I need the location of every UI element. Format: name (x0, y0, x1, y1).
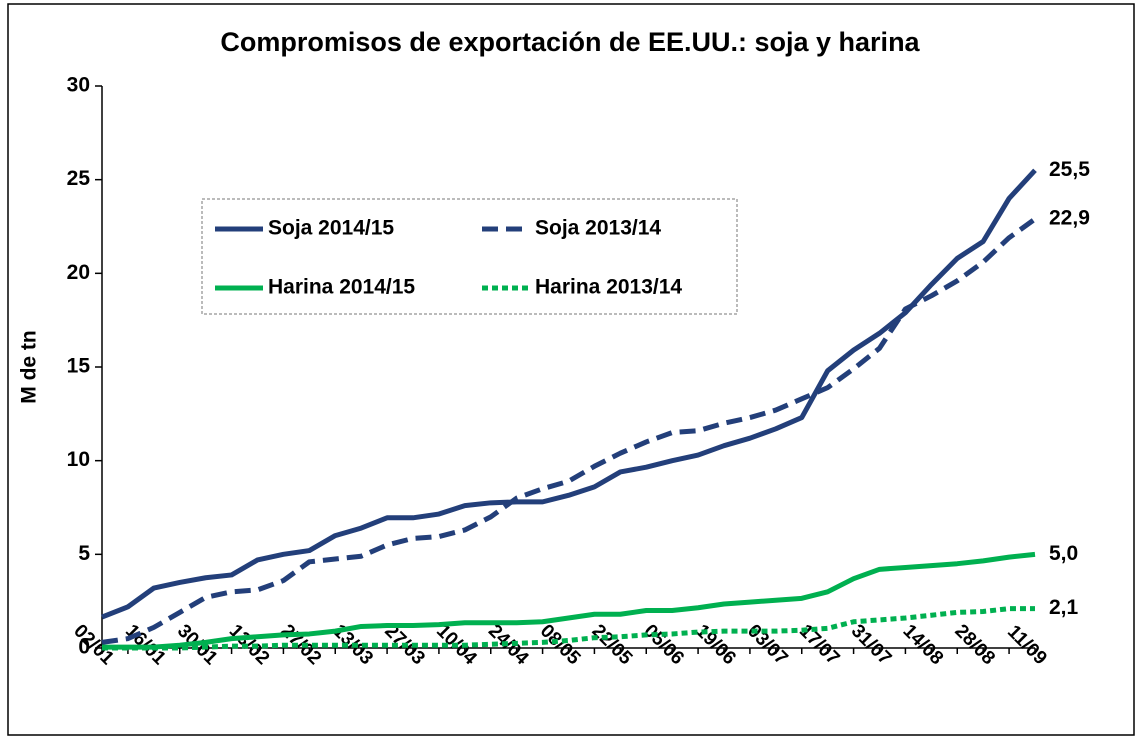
y-tick-label: 10 (67, 448, 90, 471)
series-line (102, 551, 1036, 650)
series-line (101, 216, 1037, 645)
chart-title: Compromisos de exportación de EE.UU.: so… (220, 27, 920, 57)
y-tick-label: 5 (78, 542, 90, 565)
value-label: 25,5 (1049, 158, 1090, 181)
y-tick-label: 30 (67, 74, 90, 97)
legend-label: Soja 2014/15 (268, 217, 394, 240)
y-tick-label: 0 (78, 636, 90, 659)
chart-border (7, 3, 1135, 736)
series-line (101, 168, 1037, 620)
y-tick-label: 20 (67, 261, 90, 284)
legend-label: Soja 2013/14 (535, 217, 661, 240)
legend-box (201, 198, 738, 315)
value-label: 22,9 (1049, 207, 1090, 230)
value-label: 5,0 (1049, 542, 1078, 565)
legend-label: Harina 2014/15 (268, 276, 415, 299)
y-axis-label: M de tn (18, 330, 41, 404)
legend-label: Harina 2013/14 (535, 276, 682, 299)
series-line (102, 606, 1035, 651)
y-tick-label: 15 (67, 355, 91, 378)
y-tick-label: 25 (67, 167, 91, 190)
value-label: 2,1 (1049, 596, 1079, 619)
